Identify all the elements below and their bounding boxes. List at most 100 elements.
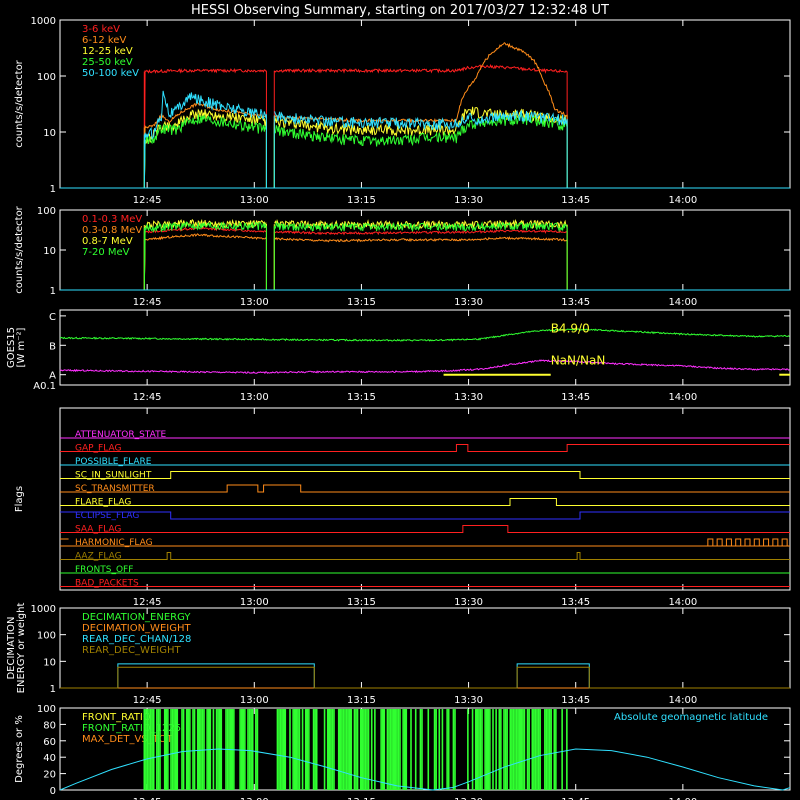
series-line [59, 748, 791, 791]
flag-trace [60, 511, 790, 520]
flag-trace [60, 471, 790, 479]
flag-label: FRONTS_OFF [75, 565, 133, 575]
legend-entry: MAX_DET_VS_TOT [82, 734, 174, 745]
y-axis-label: Flags [14, 486, 25, 512]
time-tick-label: 12:45 [133, 597, 162, 608]
y-tick-label: 100 [37, 206, 56, 217]
time-tick-label: 14:00 [668, 797, 697, 800]
time-tick-label: 13:30 [454, 797, 483, 800]
y-tick-label: 100 [37, 704, 56, 715]
time-tick-label: 13:45 [561, 597, 590, 608]
y-axis-label: Degrees or % [14, 715, 25, 783]
ratios-frame [59, 707, 791, 791]
flag-label: BAD_PACKETS [75, 579, 139, 589]
series-line [143, 90, 568, 189]
y-tick-label: 10 [43, 657, 56, 668]
time-tick-label: 13:00 [240, 195, 269, 206]
time-tick-label: 12:45 [133, 195, 162, 206]
time-tick-label: 13:45 [561, 797, 590, 800]
figure-title: HESSI Observing Summary, starting on 201… [191, 3, 609, 18]
flag-label: ATTENUATOR_STATE [75, 430, 167, 440]
time-tick-label: 13:00 [240, 297, 269, 308]
flag-trace [60, 498, 790, 506]
flag-label: FLARE_FLAG [75, 498, 131, 508]
series-line [60, 666, 790, 689]
legend-entry: DECIMATION_WEIGHT [82, 623, 191, 634]
flags-panel: 12:45 13:00 13:15 13:30 13:45 14:00 Flags ATTEN… [14, 407, 791, 608]
time-tick-label: 13:15 [347, 392, 376, 403]
y-axis-label: counts/s/detector [14, 59, 25, 147]
legend-entry: FRONT_RATIO [82, 712, 151, 723]
y-tick-label: B [49, 341, 56, 352]
time-tick-label: 14:00 [668, 597, 697, 608]
time-tick-label: 13:45 [561, 297, 590, 308]
time-tick-label: 12:45 [133, 695, 162, 706]
time-tick-label: 13:45 [561, 195, 590, 206]
flags-frame [59, 407, 791, 591]
legend-entry: 0.1-0.3 MeV [82, 214, 142, 225]
y-axis-label: ENERGY or weight [16, 603, 27, 694]
flag-trace [60, 552, 790, 560]
flag-trace [60, 444, 790, 452]
time-tick-label: 13:00 [240, 597, 269, 608]
y-axis-label: DECIMATION [6, 616, 17, 679]
time-tick-label: 13:15 [347, 597, 376, 608]
legend-entry: 12-25 keV [82, 46, 133, 57]
time-tick-label: 13:15 [347, 195, 376, 206]
time-tick-label: 13:00 [240, 695, 269, 706]
series-line [143, 220, 568, 291]
time-tick-label: 14:00 [668, 392, 697, 403]
y-tick-label: 1000 [31, 16, 56, 27]
flag-trace [60, 525, 790, 533]
y-tick-label: A0.1 [33, 381, 56, 392]
high_energy_rates-panel: 12:45 13:00 13:15 13:30 13:45 14:00 counts/s/d… [14, 205, 791, 308]
y-tick-label: 1 [50, 184, 56, 195]
time-tick-label: 13:45 [561, 695, 590, 706]
y-tick-label: 10 [43, 246, 56, 257]
y-axis-label: [W m⁻²] [16, 327, 27, 367]
annotation: Absolute geomagnetic latitude [614, 712, 768, 723]
time-tick-label: 13:30 [454, 597, 483, 608]
series-label: NaN/NaN [551, 353, 606, 367]
y-axis-label: counts/s/detector [14, 205, 25, 293]
y-tick-label: A [49, 371, 56, 382]
flag-label: SAA_FLAG [75, 525, 121, 535]
panels: 12:45 13:00 13:15 13:30 13:45 14:00 counts/s/d… [6, 16, 791, 800]
ratios-panel: 12:45 13:00 13:15 13:30 13:45 14:00 Degrees or… [14, 704, 791, 800]
flag-label: GAP_FLAG [75, 444, 121, 454]
time-tick-label: 14:00 [668, 695, 697, 706]
time-tick-label: 12:45 [133, 797, 162, 800]
flag-label: ECLIPSE_FLAG [75, 511, 139, 521]
y-tick-label: 1 [50, 684, 56, 695]
time-tick-label: 13:30 [454, 195, 483, 206]
y-tick-label: 40 [43, 753, 56, 764]
y-tick-label: 100 [37, 72, 56, 83]
series-line [59, 359, 790, 375]
series-line [59, 328, 790, 342]
time-tick-label: 13:15 [347, 797, 376, 800]
decimation-panel: 12:45 13:00 13:15 13:30 13:45 14:00 DECIMATION… [6, 603, 791, 706]
flag-label: SC_IN_SUNLIGHT [75, 471, 152, 481]
goes-frame [59, 309, 791, 386]
legend-entry: REAR_DEC_WEIGHT [82, 645, 181, 656]
flag-label: AAZ_FLAG [75, 552, 122, 562]
y-tick-label: 60 [43, 737, 56, 748]
flag-label: HARMONIC_FLAG [75, 538, 153, 548]
legend-entry: 7-20 MeV [82, 247, 130, 258]
legend-entry: 25-50 keV [82, 57, 133, 68]
time-tick-label: 14:00 [668, 195, 697, 206]
time-tick-label: 13:30 [454, 695, 483, 706]
y-tick-label: 0 [50, 786, 56, 797]
time-tick-label: 13:00 [240, 797, 269, 800]
y-tick-label: C [49, 312, 56, 323]
legend-entry: FRONT_RATIO_1225 [82, 723, 181, 734]
flag-trace [60, 484, 790, 493]
flag-label: POSSIBLE_FLARE [75, 457, 152, 467]
time-tick-label: 13:45 [561, 392, 590, 403]
time-tick-label: 13:15 [347, 297, 376, 308]
y-tick-label: 100 [37, 631, 56, 642]
legend-entry: 3-6 keV [82, 24, 120, 35]
time-tick-label: 13:30 [454, 392, 483, 403]
y-tick-label: 10 [43, 128, 56, 139]
